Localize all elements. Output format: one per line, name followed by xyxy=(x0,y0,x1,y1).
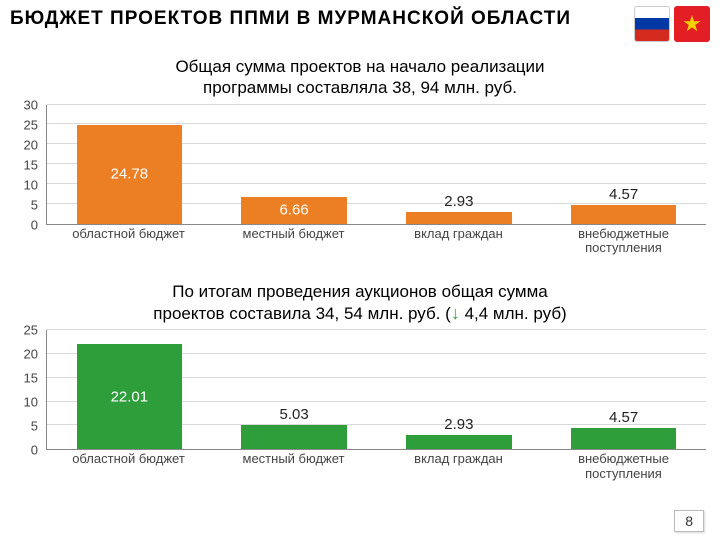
ytick-label: 0 xyxy=(31,217,38,232)
bar: 4.57 xyxy=(571,205,676,223)
x-label: внебюджетные поступления xyxy=(541,450,706,476)
page-number: 8 xyxy=(674,510,704,532)
bar-value-label: 6.66 xyxy=(241,202,346,219)
bar: 2.93 xyxy=(406,435,511,449)
x-label: местный бюджет xyxy=(211,450,376,476)
coat-of-arms-murmansk-icon: ★ xyxy=(674,6,710,42)
ytick-label: 20 xyxy=(24,137,38,152)
chart-2-caption-line-1: По итогам проведения аукционов общая сум… xyxy=(172,282,548,301)
bar: 2.93 xyxy=(406,212,511,224)
ytick-label: 15 xyxy=(24,371,38,386)
bar-slot: 6.66 xyxy=(212,105,377,224)
bar-slot: 5.03 xyxy=(212,330,377,449)
chart-1-yaxis: 051015202530 xyxy=(10,105,42,225)
x-label: областной бюджет xyxy=(46,225,211,251)
chart-2-caption: По итогам проведения аукционов общая сум… xyxy=(10,273,710,327)
ytick-label: 5 xyxy=(31,419,38,434)
ytick-label: 30 xyxy=(24,97,38,112)
ytick-label: 5 xyxy=(31,197,38,212)
bar-slot: 24.78 xyxy=(47,105,212,224)
bar: 24.78 xyxy=(77,125,182,223)
x-label: областной бюджет xyxy=(46,450,211,476)
bar-value-label: 22.01 xyxy=(77,388,182,405)
bar-value-label: 5.03 xyxy=(241,406,346,425)
x-label: вклад граждан xyxy=(376,225,541,251)
chart-2-caption-line-2b: 4,4 млн. руб) xyxy=(460,304,567,323)
bar-slot: 2.93 xyxy=(377,330,542,449)
emblem-group: ★ xyxy=(634,6,710,42)
x-label: внебюджетные поступления xyxy=(541,225,706,251)
bar: 22.01 xyxy=(77,344,182,449)
bar: 4.57 xyxy=(571,428,676,450)
bar-slot: 22.01 xyxy=(47,330,212,449)
ytick-label: 25 xyxy=(24,323,38,338)
chart-1: 051015202530 24.786.662.934.57 областной… xyxy=(10,105,710,251)
chart-1-caption-line-2: программы составляла 38, 94 млн. руб. xyxy=(203,78,517,97)
bar-slot: 4.57 xyxy=(541,105,706,224)
bar-value-label: 4.57 xyxy=(571,186,676,205)
bar-value-label: 2.93 xyxy=(406,416,511,435)
chart-2-caption-line-2a: проектов составила 34, 54 млн. руб. ( xyxy=(153,304,451,323)
bar-value-label: 24.78 xyxy=(77,166,182,183)
chart-1-block: Общая сумма проектов на начало реализаци… xyxy=(0,42,720,251)
chart-2-bars: 22.01 5.03 2.93 4.57 xyxy=(47,330,706,449)
bar-value-label: 4.57 xyxy=(571,409,676,428)
ytick-label: 25 xyxy=(24,117,38,132)
x-label: вклад граждан xyxy=(376,450,541,476)
page-title: БЮДЖЕТ ПРОЕКТОВ ППМИ В МУРМАНСКОЙ ОБЛАСТ… xyxy=(10,6,634,30)
bar: 5.03 xyxy=(241,425,346,449)
chart-1-plot: 24.78 6.66 2.93 4.57 xyxy=(46,105,706,225)
bar: 6.66 xyxy=(241,197,346,223)
bar-slot: 2.93 xyxy=(377,105,542,224)
chart-2-yaxis: 0510152025 xyxy=(10,330,42,450)
ytick-label: 10 xyxy=(24,177,38,192)
ytick-label: 15 xyxy=(24,157,38,172)
chart-2: 0510152025 22.015.032.934.57 областной б… xyxy=(10,330,710,476)
chart-2-plot: 22.01 5.03 2.93 4.57 xyxy=(46,330,706,450)
chart-2-xlabels: областной бюджетместный бюджетвклад граж… xyxy=(46,450,706,476)
bar-slot: 4.57 xyxy=(541,330,706,449)
chart-2-block: По итогам проведения аукционов общая сум… xyxy=(0,267,720,477)
chart-1-xlabels: областной бюджетместный бюджетвклад граж… xyxy=(46,225,706,251)
x-label: местный бюджет xyxy=(211,225,376,251)
chart-1-bars: 24.78 6.66 2.93 4.57 xyxy=(47,105,706,224)
ytick-label: 20 xyxy=(24,347,38,362)
chart-1-caption-line-1: Общая сумма проектов на начало реализаци… xyxy=(175,57,544,76)
coat-of-arms-russia-icon xyxy=(634,6,670,42)
down-arrow-icon: ↓ xyxy=(451,303,460,323)
bar-value-label: 2.93 xyxy=(406,193,511,212)
ytick-label: 0 xyxy=(31,443,38,458)
chart-1-caption: Общая сумма проектов на начало реализаци… xyxy=(10,48,710,101)
ytick-label: 10 xyxy=(24,395,38,410)
